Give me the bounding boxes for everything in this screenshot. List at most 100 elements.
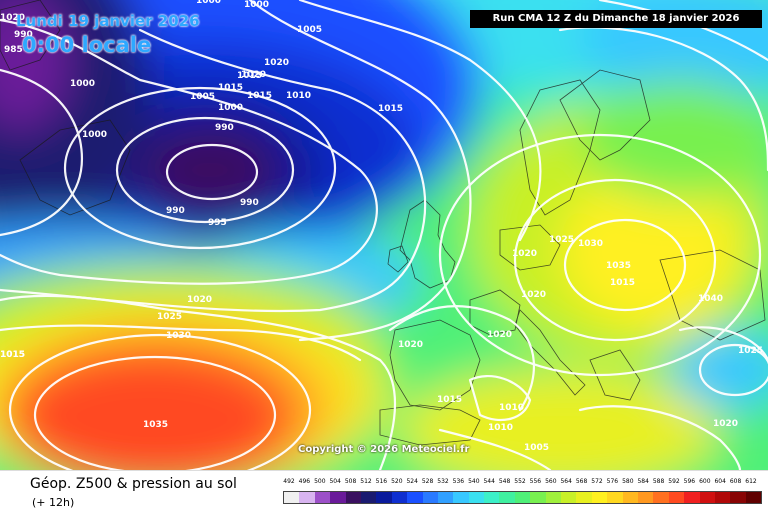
- chart-footer: Géop. Z500 & pression au sol (+ 12h) 492…: [0, 470, 768, 513]
- legend-value: 552: [514, 478, 526, 485]
- legend-swatch: [622, 492, 638, 503]
- legend-swatch: [576, 492, 592, 503]
- isobar-label: 1015: [237, 71, 262, 81]
- legend-swatch: [514, 492, 531, 503]
- lead-time: (+ 12h): [32, 496, 75, 509]
- legend-swatch: [345, 492, 361, 503]
- legend-swatch: [699, 492, 715, 503]
- legend-swatch: [284, 492, 300, 503]
- legend-value: 548: [498, 478, 511, 485]
- legend-value: 496: [298, 478, 311, 485]
- isobar-label: 1025: [738, 346, 763, 356]
- legend-value: 540: [468, 478, 480, 485]
- legend-value: 572: [591, 478, 603, 485]
- legend-swatch: [561, 492, 577, 503]
- legend-swatch: [591, 492, 608, 503]
- legend-value: 564: [560, 478, 572, 485]
- isobar-label: 990: [215, 123, 234, 133]
- map-area: 1000 990 985 1005 1000 1000 1020 1015 10…: [0, 0, 768, 470]
- isobar-label: 1005: [297, 25, 322, 35]
- isobar-label: 990: [14, 30, 33, 40]
- legend-swatch: [637, 492, 654, 503]
- copyright-notice: Copyright © 2026 Meteociel.fr: [298, 444, 470, 455]
- legend-swatch: [530, 492, 546, 503]
- legend-value: 500: [314, 478, 326, 485]
- forecast-date: Lundi 19 janvier 2026: [16, 12, 200, 30]
- legend-value: 608: [729, 478, 742, 485]
- legend-swatch: [299, 492, 315, 503]
- isobar-label: 1000: [218, 103, 243, 113]
- isobar-label: 990: [166, 206, 185, 216]
- legend-value: 568: [575, 478, 588, 485]
- legend-value: 596: [683, 478, 696, 485]
- isobar-label: 1035: [143, 420, 168, 430]
- isobar-label: 1020: [512, 249, 537, 259]
- isobar-label: 1015: [437, 395, 462, 405]
- isobar-label: 1010: [499, 403, 524, 413]
- isobar-label: 1010: [488, 423, 513, 433]
- isobar-label: 1005: [190, 92, 215, 102]
- isobar-labels: 1000 990 985 1005 1000 1000 1020 1015 10…: [0, 0, 763, 453]
- legend-swatch: [545, 492, 562, 503]
- isobar-label: 1020: [187, 295, 212, 305]
- isobar-label: 985: [4, 45, 23, 55]
- isobar-label: 1005: [524, 443, 549, 453]
- isobar-label: 1030: [166, 331, 191, 341]
- legend-value: 588: [652, 478, 665, 485]
- isobar-label: 1025: [549, 235, 574, 245]
- legend-value: 560: [545, 478, 557, 485]
- isobar-label: 1025: [157, 312, 182, 322]
- legend-value: 576: [606, 478, 619, 485]
- legend-swatch: [391, 492, 408, 503]
- legend-swatch: [668, 492, 685, 503]
- legend-swatch: [499, 492, 515, 503]
- legend-value: 504: [329, 478, 341, 485]
- isobar-label: 1000: [70, 79, 95, 89]
- legend-value: 520: [391, 478, 403, 485]
- isobar-label: 1020: [521, 290, 546, 300]
- legend-swatch: [360, 492, 377, 503]
- field-title: Géop. Z500 & pression au sol: [30, 476, 237, 492]
- isobar-label: 1000: [196, 0, 221, 6]
- isobar-label: 1035: [606, 261, 631, 271]
- isobar-label: 1015: [247, 91, 272, 101]
- isobar-label: 990: [240, 198, 259, 208]
- isobar-label: 1015: [0, 350, 25, 360]
- geopotential-map-svg: 1000 990 985 1005 1000 1000 1020 1015 10…: [0, 0, 768, 470]
- legend-value: 604: [714, 478, 726, 485]
- legend-color-bar: [283, 491, 763, 504]
- legend-value: 600: [699, 478, 711, 485]
- legend-swatch: [453, 492, 469, 503]
- isobar-label: 1010: [286, 91, 311, 101]
- legend-swatch: [376, 492, 392, 503]
- legend-swatch: [422, 492, 438, 503]
- run-info-banner: Run CMA 12 Z du Dimanche 18 janvier 2026: [470, 10, 762, 28]
- forecast-time: 0:00 locale: [22, 33, 152, 57]
- coastlines: [0, 0, 766, 446]
- isobar-label: 1015: [378, 104, 403, 114]
- isobar-label: 1020: [487, 330, 512, 340]
- isobar-lines: [0, 0, 768, 470]
- legend-value: 612: [745, 478, 757, 485]
- isobar-label: 1020: [241, 70, 266, 80]
- legend-value: 556: [529, 478, 542, 485]
- legend-swatch: [330, 492, 346, 503]
- isobar-label: 1000: [244, 0, 269, 10]
- legend-swatch: [407, 492, 423, 503]
- legend-value: 536: [452, 478, 465, 485]
- legend-swatch: [714, 492, 731, 503]
- legend-value: 532: [437, 478, 449, 485]
- isobar-label: 1020: [0, 13, 25, 23]
- legend-swatch: [730, 492, 746, 503]
- legend-value: 508: [344, 478, 357, 485]
- isobar-label: 1030: [578, 239, 603, 249]
- legend-value: 492: [283, 478, 295, 485]
- legend-swatch: [314, 492, 331, 503]
- legend-swatch: [484, 492, 500, 503]
- legend-value: 584: [637, 478, 649, 485]
- legend-value: 524: [406, 478, 418, 485]
- isobar-label: 1015: [0, 350, 25, 360]
- isobar-label: 995: [208, 218, 227, 228]
- isobar-label: 1015: [610, 278, 635, 288]
